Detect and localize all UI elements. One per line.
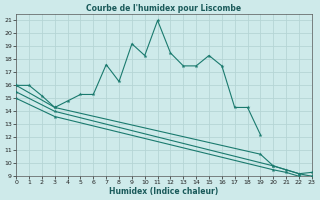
Title: Courbe de l'humidex pour Liscombe: Courbe de l'humidex pour Liscombe (86, 4, 242, 13)
X-axis label: Humidex (Indice chaleur): Humidex (Indice chaleur) (109, 187, 219, 196)
